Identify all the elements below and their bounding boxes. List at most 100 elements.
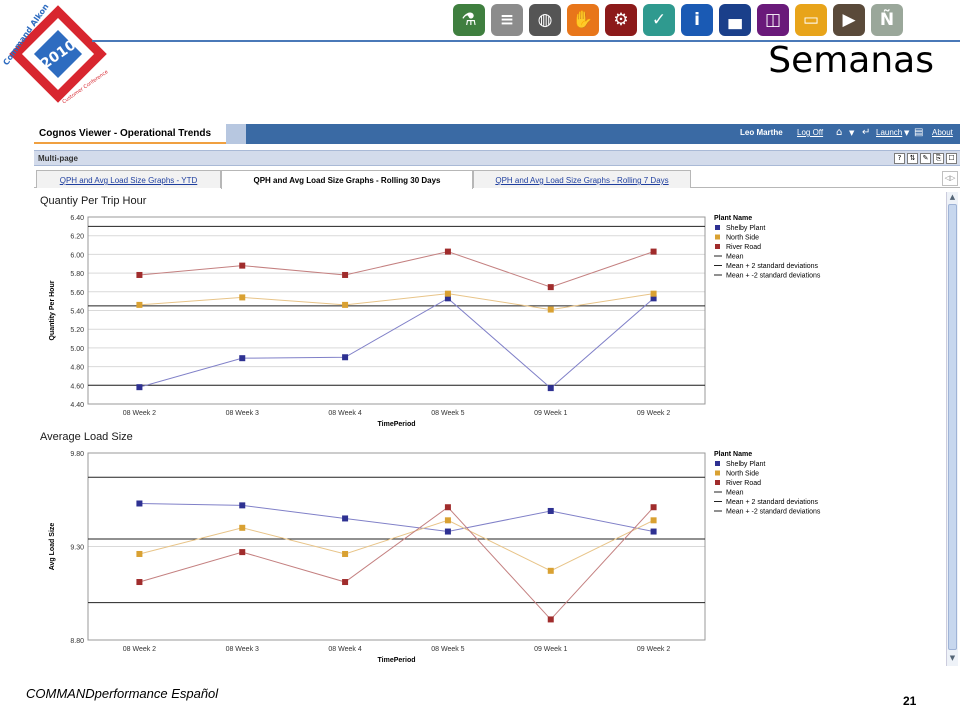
data-point	[239, 294, 246, 301]
y-tick-label: 5.60	[70, 290, 84, 297]
qph-line-chart: 4.40 4.60 4.80 5.00 5.20 5.40 5.60 5.80 6.00 6.20…	[49, 215, 821, 428]
tab-ytd[interactable]: QPH and Avg Load Size Graphs - YTD	[36, 170, 221, 188]
cognos-header: Cognos Viewer - Operational Trends Leo M…	[34, 124, 960, 144]
sort-button[interactable]: ⇅	[907, 153, 918, 164]
x-tick-label: 08 Week 4	[328, 410, 361, 417]
x-tick-label: 09 Week 2	[637, 410, 670, 417]
data-point	[444, 290, 451, 297]
chart-2-title: Average Load Size	[40, 431, 133, 443]
data-point	[239, 524, 246, 531]
data-point	[444, 517, 451, 524]
data-point	[444, 295, 451, 302]
log-off-link[interactable]: Log Off	[797, 128, 824, 137]
flask-icon[interactable]: ⚗	[453, 4, 485, 36]
legend-label: Shelby Plant	[726, 225, 765, 232]
scroll-down-icon[interactable]: ▼	[949, 654, 956, 662]
legend-title: Plant Name	[714, 215, 752, 222]
data-point	[136, 384, 143, 391]
y-tick-label: 6.00	[70, 252, 84, 259]
header-separator	[226, 124, 246, 144]
maximize-button[interactable]: ☐	[946, 153, 957, 164]
footer-brand: COMMANDperformance Español	[26, 686, 219, 701]
edit-button[interactable]: ✎	[920, 153, 931, 164]
legend-swatch	[715, 461, 720, 466]
truck-icon[interactable]: ▶	[833, 4, 865, 36]
legend-label: Mean + -2 standard deviations	[726, 509, 821, 516]
page-number: 21	[903, 694, 917, 708]
series-line-north-side	[139, 519, 654, 572]
legend-label: Mean	[726, 254, 744, 261]
y-tick-label: 5.40	[70, 309, 84, 316]
y-tick-label: 5.80	[70, 271, 84, 278]
multi-page-label: Multi-page	[38, 154, 78, 163]
data-point	[650, 290, 657, 297]
data-point	[239, 549, 246, 556]
legend-label: Shelby Plant	[726, 461, 765, 468]
header-rule	[92, 40, 960, 42]
data-point	[650, 504, 657, 511]
home-icon[interactable]: ⌂	[836, 127, 843, 138]
report-scrollbar[interactable]: ▲ ▼	[946, 192, 958, 666]
gears-icon[interactable]: ⚙	[605, 4, 637, 36]
data-point	[239, 262, 246, 269]
home-menu-chevron-icon[interactable]: ▼	[849, 129, 855, 137]
y-axis-label: Quantity Per Hour	[49, 280, 56, 340]
data-point	[547, 284, 554, 291]
window-icon[interactable]: ▭	[795, 4, 827, 36]
x-axis-label: TimePeriod	[378, 421, 416, 428]
tab-rolling-30-days[interactable]: QPH and Avg Load Size Graphs - Rolling 3…	[221, 170, 473, 189]
app-title: Cognos Viewer - Operational Trends	[34, 124, 226, 144]
slide-title: Semanas	[768, 40, 934, 81]
panels-icon[interactable]: ◫	[757, 4, 789, 36]
n-badge-icon[interactable]: Ñ	[871, 4, 903, 36]
legend-title: Plant Name	[714, 451, 752, 458]
legend-label: River Road	[726, 480, 761, 487]
x-tick-label: 08 Week 3	[226, 646, 259, 653]
plot-area	[87, 452, 706, 641]
about-link[interactable]: About	[932, 128, 953, 137]
x-tick-label: 08 Week 4	[328, 646, 361, 653]
x-tick-label: 08 Week 3	[226, 410, 259, 417]
x-axis-label: TimePeriod	[378, 657, 416, 664]
data-point	[239, 502, 246, 509]
help-button[interactable]: ?	[894, 153, 905, 164]
x-tick-label: 09 Week 1	[534, 646, 567, 653]
data-point	[547, 507, 554, 514]
scroll-thumb[interactable]	[948, 204, 957, 650]
data-point	[547, 385, 554, 392]
data-point	[650, 528, 657, 535]
legend-label: North Side	[726, 471, 759, 478]
road-icon[interactable]: ≡	[491, 4, 523, 36]
legend-swatch	[715, 470, 720, 476]
legend-label: Mean + 2 standard deviations	[726, 263, 819, 270]
x-tick-label: 08 Week 2	[123, 410, 156, 417]
x-tick-label: 08 Week 5	[431, 646, 464, 653]
tab-rolling-7-days[interactable]: QPH and Avg Load Size Graphs - Rolling 7…	[473, 170, 691, 188]
y-tick-label: 5.00	[70, 346, 84, 353]
data-point	[136, 550, 143, 557]
x-tick-label: 08 Week 2	[123, 646, 156, 653]
info-icon[interactable]: i	[681, 4, 713, 36]
check-icon[interactable]: ✓	[643, 4, 675, 36]
copy-button[interactable]: ⎘	[933, 153, 944, 164]
data-point	[444, 248, 451, 255]
data-point	[650, 295, 657, 302]
y-tick-label: 6.20	[70, 234, 84, 241]
launch-chevron-icon[interactable]: ▼	[904, 129, 910, 137]
scroll-up-icon[interactable]: ▲	[949, 193, 956, 201]
globe-icon[interactable]: ◍	[529, 4, 561, 36]
legend-swatch	[715, 234, 720, 240]
y-tick-label: 8.80	[70, 638, 84, 645]
hand-icon[interactable]: ✋	[567, 4, 599, 36]
about-icon[interactable]: ▤	[914, 127, 924, 138]
launch-link[interactable]: Launch	[876, 128, 903, 137]
series-line-river-road	[139, 251, 654, 288]
return-icon[interactable]: ↵	[862, 127, 871, 138]
data-point	[547, 567, 554, 574]
desk-icon[interactable]: ▄	[719, 4, 751, 36]
data-point	[547, 616, 554, 623]
data-point	[136, 271, 143, 278]
legend-label: River Road	[726, 244, 761, 251]
legend-label: Mean	[726, 490, 744, 497]
tab-scroll-arrows[interactable]: ◁▷	[942, 171, 958, 186]
